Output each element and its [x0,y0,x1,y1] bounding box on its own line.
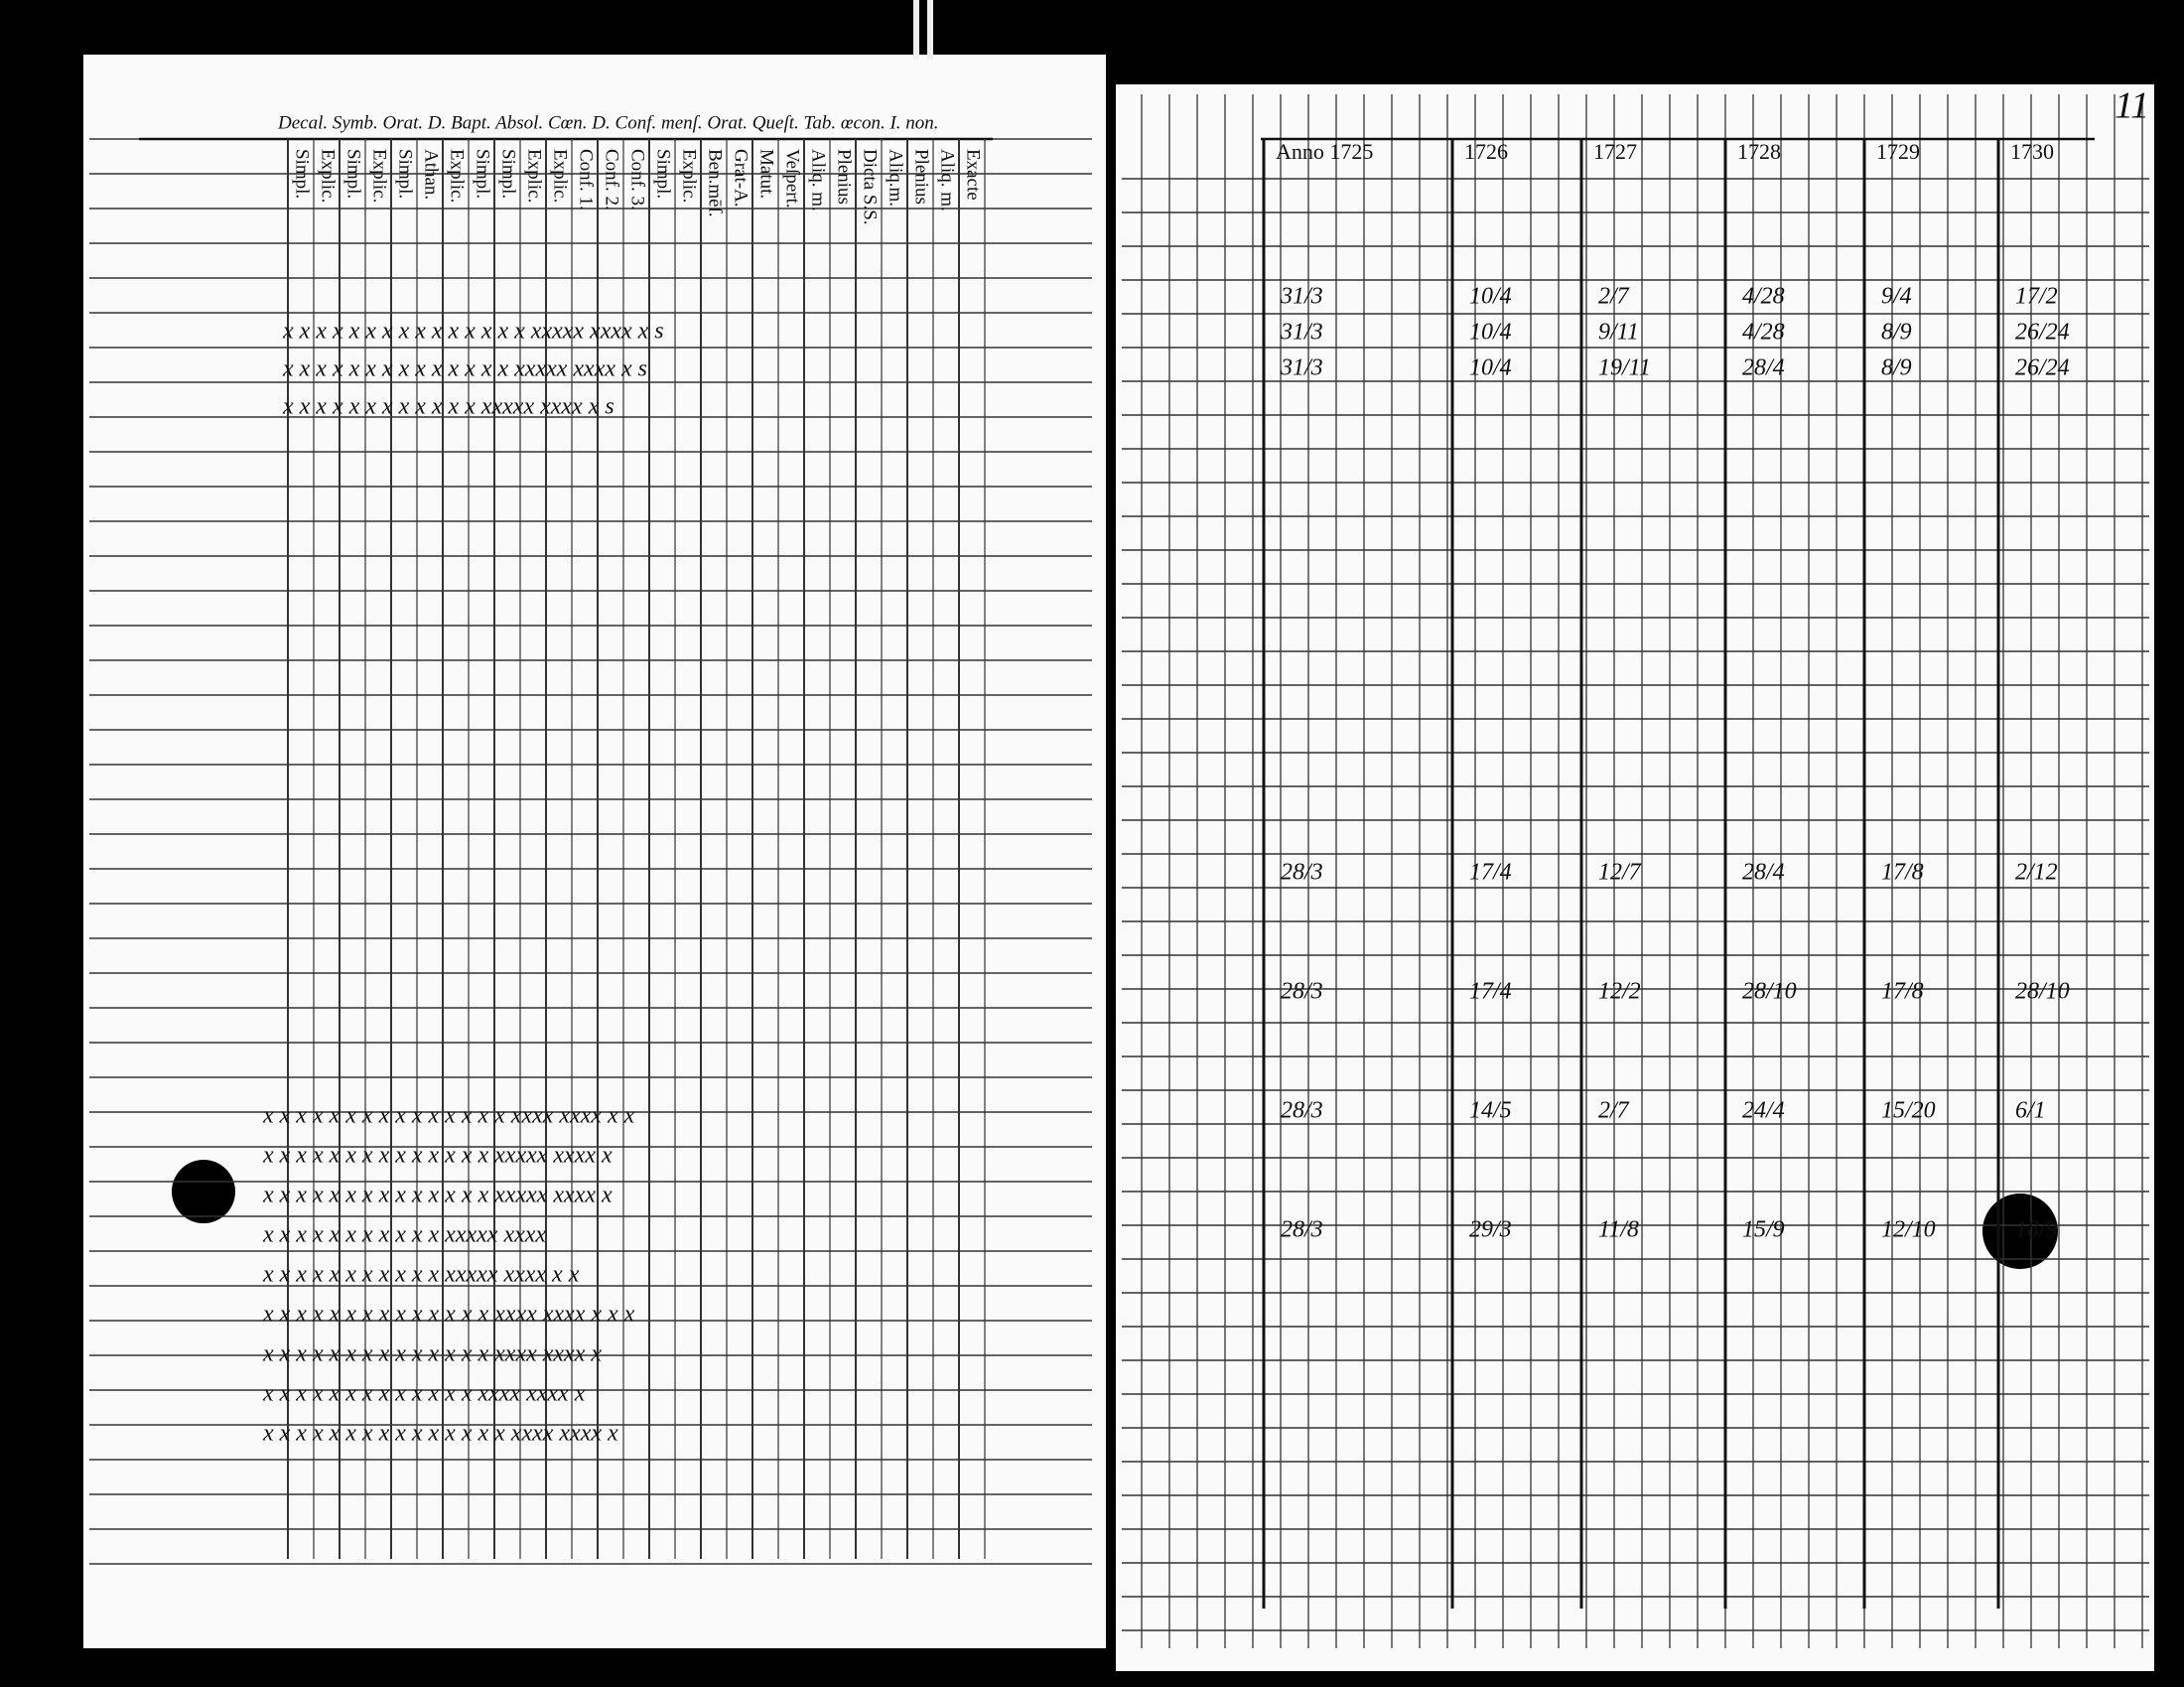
date-entry: 15/20 [1881,1098,1936,1124]
binding-mark [927,0,933,60]
date-entry: 10/4 [1469,320,1512,346]
date-entry: 12/10 [1881,1217,1936,1243]
column-header: Matut. [756,149,777,199]
column-header: Aliq.m. [886,149,906,207]
date-entry: 8/9 [1881,355,1912,381]
column-header: Explic. [550,149,571,203]
column-header: Aliq. m. [808,149,829,211]
column-header-line: Decal. Symb. Orat. D. Bapt. Absol. Cœn. … [277,112,939,133]
date-entry: 26/24 [2015,320,2070,346]
column-header: Plenius [911,149,932,205]
ink-blot [1982,1194,2058,1269]
date-entry: 24/4 [1742,1098,1785,1124]
column-header: Athan. [421,149,442,200]
date-entry: 14/5 [1469,1098,1512,1124]
date-entry: 17/8 [1881,860,1924,886]
date-entry: 9/4 [1881,284,1912,310]
column-header: Conf. 3. [627,149,648,211]
tally-row: x x x x x x x x x x x xxxxx xxxx [262,1222,546,1248]
date-entry: 19/11 [1598,355,1651,381]
grid [89,94,2149,1648]
date-entry: 2/7 [1598,1098,1630,1124]
column-header: Dicta S.S. [860,149,881,225]
column-header: Veſpert. [782,149,803,209]
date-entry: 12/2 [1598,979,1641,1005]
tally-row: x x x x x x x x x x x x x x x xxxx xxxx … [262,1103,635,1129]
column-header: Simpl. [292,149,313,199]
date-entry: 17/2 [2015,284,2058,310]
left-page [83,55,1106,1648]
date-entry: 28/4 [1742,355,1785,381]
date-entry: 28/4 [1742,860,1785,886]
date-entry: 2/12 [2015,860,2058,886]
column-header: Plenius [834,149,855,205]
tally-row: x x x x x x x x x x x x xxxxx xxxx x s [282,394,614,420]
tally-row: x x x x x x x x x x x x x x x xxxxx xxxx… [282,319,664,345]
year-label: 1728 [1737,139,1781,164]
column-header: Ben.mēſ. [705,149,726,217]
year-label: 1729 [1876,139,1920,164]
year-label: Anno 1725 [1276,139,1373,164]
date-entry: 31/3 [1280,320,1323,346]
date-entry: 17/8 [1881,979,1924,1005]
date-entry: 28/10 [2015,979,2070,1005]
column-header: Explic. [318,149,339,203]
date-entry: 31/3 [1280,355,1323,381]
date-entry: 28/10 [1742,979,1797,1005]
year-label: 1730 [2010,139,2054,164]
date-entry: 31/3 [1280,284,1323,310]
tally-row: x x x x x x x x x x x x x xxxx xxxx x [262,1381,586,1407]
tally-row: x x x x x x x x x x x x x x x xxxx xxxx … [262,1421,618,1447]
column-header: Simpl. [343,149,364,199]
tally-row: x x x x x x x x x x x x x x xxxx xxxx x … [262,1302,635,1328]
date-entry: 28/3 [1281,1098,1323,1124]
column-header: Conf. 2. [602,149,622,211]
date-entry: 10/4 [1469,355,1512,381]
date-entry: 2/7 [1598,284,1630,310]
page-number: 11 [2115,85,2149,127]
date-entry: 11/8 [1598,1217,1639,1243]
column-header: Exacte [963,149,984,201]
column-header: Explic. [369,149,390,203]
date-entry: 12/7 [1598,860,1642,886]
date-entry: 28/3 [1281,979,1323,1005]
column-header: Explic. [447,149,468,203]
column-header: Explic. [524,149,545,203]
binding-mark [913,0,919,60]
date-entry: 28/3 [1281,1217,1323,1243]
date-entry: 18/9 [2015,1217,2058,1243]
date-entry: 17/4 [1469,979,1512,1005]
column-header: Conf. 1. [576,149,597,211]
date-entry: 29/3 [1469,1217,1512,1243]
date-entry: 8/9 [1881,320,1912,346]
date-entry: 17/4 [1469,860,1512,886]
ink-blot [172,1160,235,1223]
date-entry: 26/24 [2015,355,2070,381]
column-header: Simpl. [395,149,416,199]
tally-row: x x x x x x x x x x x x x x xxxx xxxx x [262,1341,602,1367]
date-entry: 6/1 [2015,1098,2046,1124]
date-entry: 10/4 [1469,284,1512,310]
year-label: 1727 [1593,139,1637,164]
column-header: Simpl. [473,149,493,199]
column-header: Aliq. m. [937,149,958,211]
column-header: Explic. [679,149,700,203]
date-entry: 9/11 [1598,320,1639,346]
date-entry: 15/9 [1742,1217,1785,1243]
right-page [1116,84,2154,1671]
column-header: Grat-A. [731,149,751,208]
tally-row: x x x x x x x x x x x x x x xxxxx xxxx x [262,1143,613,1169]
column-header: Simpl. [498,149,519,199]
date-entry: 28/3 [1281,860,1323,886]
tally-row: x x x x x x x x x x x x x x xxxxx xxxx x [262,1183,613,1208]
date-entry: 4/28 [1742,320,1785,346]
column-header: Simpl. [653,149,674,199]
date-entry: 4/28 [1742,284,1785,310]
tally-row: x x x x x x x x x x x x x x xxxxx xxxx x… [282,356,647,382]
tally-row: x x x x x x x x x x x xxxxx xxxx x x [262,1262,580,1288]
year-label: 1726 [1464,139,1508,164]
